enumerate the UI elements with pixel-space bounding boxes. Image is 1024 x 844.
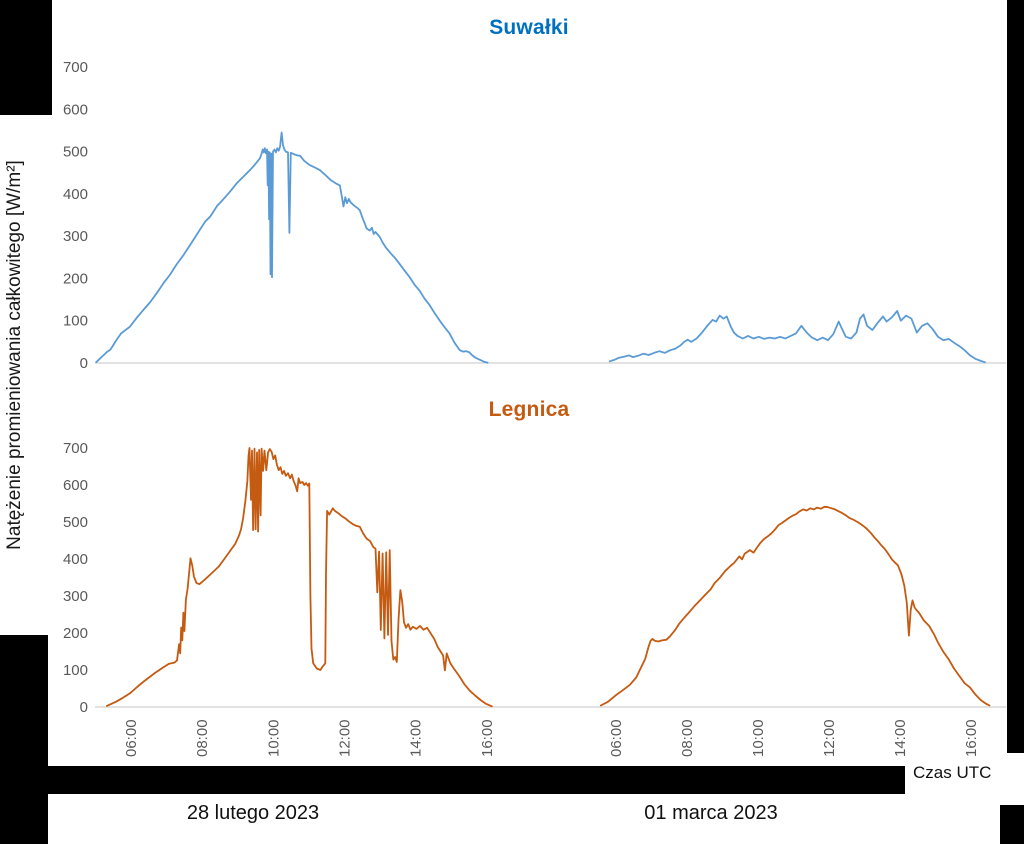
svg-text:06:00: 06:00 [123, 719, 140, 757]
svg-text:600: 600 [63, 101, 88, 118]
black-mask-top-left [0, 0, 52, 115]
svg-text:14:00: 14:00 [892, 719, 909, 757]
svg-text:200: 200 [63, 270, 88, 287]
svg-text:500: 500 [63, 514, 88, 531]
svg-text:100: 100 [63, 313, 88, 330]
svg-text:700: 700 [63, 59, 88, 76]
svg-text:12:00: 12:00 [336, 719, 353, 757]
svg-text:200: 200 [63, 625, 88, 642]
svg-text:16:00: 16:00 [963, 719, 980, 757]
y-axis-label: Natężenie promieniowania całkowitego [W/… [4, 160, 25, 550]
svg-text:08:00: 08:00 [194, 719, 211, 757]
svg-text:0: 0 [80, 355, 88, 372]
svg-text:12:00: 12:00 [821, 719, 838, 757]
x-axis-label: Czas UTC [913, 763, 992, 782]
svg-text:700: 700 [63, 440, 88, 457]
legnica-panel-title: Legnica [488, 398, 570, 421]
svg-text:400: 400 [63, 186, 88, 203]
svg-text:100: 100 [63, 662, 88, 679]
black-mask-right-column [1007, 0, 1024, 753]
svg-text:500: 500 [63, 144, 88, 161]
svg-text:10:00: 10:00 [750, 719, 767, 757]
svg-text:400: 400 [63, 551, 88, 568]
black-mask-bottom-left-column [0, 635, 48, 844]
black-mask-bottom-right [1000, 805, 1024, 844]
svg-text:300: 300 [63, 588, 88, 605]
black-mask-bottom-bar [0, 766, 905, 794]
svg-text:08:00: 08:00 [679, 719, 696, 757]
svg-text:06:00: 06:00 [608, 719, 625, 757]
suwalki-panel-title: Suwałki [489, 16, 569, 39]
svg-text:10:00: 10:00 [265, 719, 282, 757]
svg-text:600: 600 [63, 477, 88, 494]
date-label-right: 01 marca 2023 [644, 802, 778, 824]
date-label-left: 28 lutego 2023 [186, 802, 320, 824]
svg-text:0: 0 [80, 699, 88, 716]
svg-text:14:00: 14:00 [408, 719, 425, 757]
svg-text:16:00: 16:00 [479, 719, 496, 757]
svg-text:300: 300 [63, 228, 88, 245]
